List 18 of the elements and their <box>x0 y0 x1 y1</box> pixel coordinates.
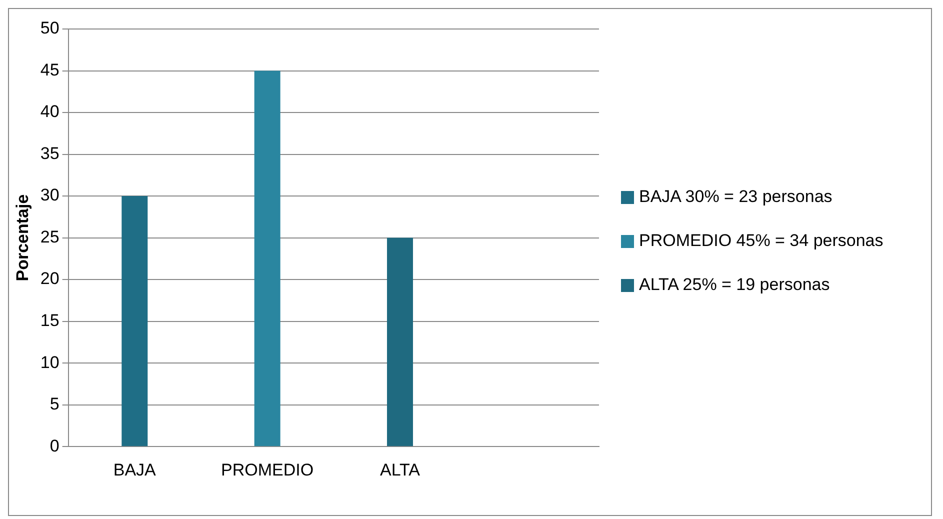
y-tick-label: 45 <box>40 60 60 80</box>
legend-label: ALTA 25% = 19 personas <box>639 274 830 296</box>
y-tick-label: 20 <box>40 269 60 288</box>
x-tick-label: BAJA <box>113 460 157 480</box>
y-tick-label: 30 <box>40 186 60 205</box>
x-tick-label: PROMEDIO <box>221 460 314 480</box>
legend-label: BAJA 30% = 23 personas <box>639 186 832 208</box>
y-tick-label: 40 <box>40 102 60 122</box>
x-tick-label: ALTA <box>380 460 421 480</box>
y-tick-label: 35 <box>40 144 60 163</box>
y-axis-title: Porcentaje <box>12 194 32 282</box>
legend-label: PROMEDIO 45% = 34 personas <box>639 230 884 252</box>
y-tick-label: 25 <box>40 227 60 246</box>
y-tick-label: 0 <box>50 436 60 456</box>
y-tick-label: 50 <box>40 18 60 38</box>
y-tick-label: 5 <box>50 394 60 414</box>
y-tick-label: 15 <box>40 311 60 330</box>
y-tick-label: 10 <box>40 352 60 372</box>
